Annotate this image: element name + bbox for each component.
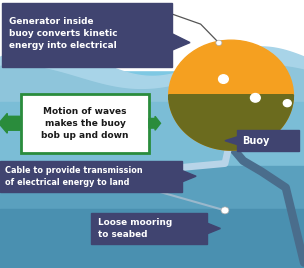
Text: Cable to provide transmission
of electrical energy to land: Cable to provide transmission of electri… [5,166,143,187]
FancyBboxPatch shape [2,3,172,67]
Polygon shape [207,223,220,234]
Circle shape [169,40,293,150]
Circle shape [250,94,260,102]
Polygon shape [172,34,190,50]
Polygon shape [0,47,304,96]
FancyArrow shape [0,113,20,133]
Text: Motion of waves
makes the buoy
bob up and down: Motion of waves makes the buoy bob up an… [41,107,129,140]
Circle shape [216,40,222,46]
FancyBboxPatch shape [91,213,207,244]
Circle shape [283,100,291,107]
Text: Loose mooring
to seabed: Loose mooring to seabed [98,218,172,239]
Polygon shape [182,171,196,182]
Circle shape [136,183,144,190]
Circle shape [219,75,228,83]
FancyBboxPatch shape [21,94,149,153]
Polygon shape [0,66,304,121]
FancyBboxPatch shape [0,161,182,192]
FancyArrow shape [149,116,161,130]
Circle shape [221,207,229,214]
Polygon shape [225,137,237,144]
FancyBboxPatch shape [237,130,299,151]
Polygon shape [169,95,293,150]
Text: Generator inside
buoy converts kinetic
energy into electrical: Generator inside buoy converts kinetic e… [9,17,118,50]
Text: Buoy: Buoy [242,136,269,146]
